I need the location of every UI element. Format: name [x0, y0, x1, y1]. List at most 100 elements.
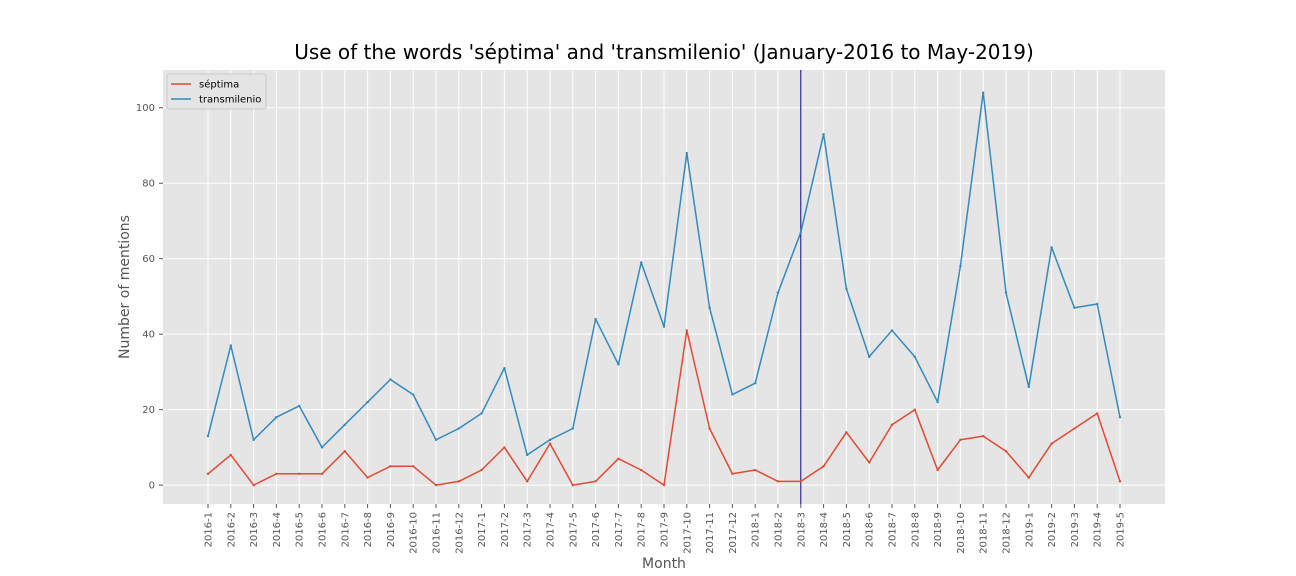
data-point — [1118, 480, 1122, 483]
data-point — [1027, 476, 1031, 479]
data-point — [708, 427, 711, 430]
x-tick-label: 2017-8 — [637, 512, 648, 547]
y-tick-label: 20 — [142, 405, 155, 416]
data-point — [320, 446, 324, 449]
data-point — [617, 363, 620, 366]
x-tick-label: 2018-7 — [888, 512, 899, 547]
data-point — [1073, 306, 1076, 309]
x-tick-label: 2018-12 — [1002, 512, 1013, 554]
x-tick-label: 2017-6 — [591, 512, 602, 547]
x-tick-label: 2019-4 — [1093, 512, 1104, 547]
x-tick-label: 2019-5 — [1116, 512, 1127, 547]
data-point — [457, 427, 460, 430]
data-point — [1004, 449, 1008, 453]
data-point — [548, 442, 552, 445]
x-tick-label: 2016-7 — [340, 512, 351, 547]
x-tick-label: 2016-2 — [226, 512, 237, 547]
data-point — [526, 453, 529, 457]
x-tick-label: 2017-2 — [500, 512, 511, 547]
data-point — [1096, 412, 1099, 415]
data-point — [799, 480, 802, 483]
y-tick-label: 40 — [142, 330, 155, 341]
data-point — [275, 472, 278, 476]
x-tick-label: 2016-5 — [295, 512, 306, 547]
x-tick-label: 2017-7 — [614, 512, 625, 547]
data-point — [1050, 442, 1053, 445]
data-point — [343, 449, 346, 453]
data-point — [1118, 416, 1122, 419]
x-tick-label: 2018-10 — [956, 512, 967, 554]
y-axis-ticks: 0 20 40 60 80 100 — [136, 103, 163, 492]
x-tick-label: 2019-3 — [1070, 512, 1081, 547]
data-point — [731, 393, 734, 396]
x-tick-label: 2016-12 — [454, 512, 465, 554]
x-tick-label: 2018-4 — [819, 512, 830, 547]
data-point — [366, 400, 369, 404]
data-point — [754, 468, 757, 472]
data-point — [822, 465, 825, 468]
data-point — [298, 472, 301, 476]
data-point — [890, 423, 894, 426]
data-point — [389, 465, 392, 468]
x-tick-label: 2017-1 — [477, 512, 488, 547]
data-point — [982, 434, 985, 438]
data-point — [662, 483, 666, 487]
x-tick-label: 2019-1 — [1024, 512, 1035, 547]
x-tick-label: 2017-5 — [568, 512, 579, 547]
data-point — [845, 431, 848, 434]
data-point — [776, 480, 780, 483]
data-point — [1096, 302, 1099, 306]
x-tick-label: 2018-5 — [842, 512, 853, 547]
y-tick-label: 0 — [149, 481, 155, 492]
legend-label: transmilenio — [199, 95, 261, 106]
data-point — [936, 468, 939, 472]
data-point — [845, 287, 848, 291]
x-axis-title: Month — [642, 556, 686, 572]
data-point — [503, 446, 506, 449]
data-point — [594, 317, 597, 321]
data-point — [298, 404, 301, 408]
x-tick-label: 2019-2 — [1047, 512, 1058, 547]
data-point — [229, 344, 232, 347]
x-tick-label: 2018-6 — [865, 512, 876, 547]
data-point — [890, 329, 894, 332]
data-point — [343, 423, 346, 426]
data-point — [959, 438, 962, 442]
data-point — [685, 329, 688, 332]
data-point — [913, 408, 916, 411]
data-point — [640, 468, 643, 472]
data-point — [480, 468, 483, 472]
data-point — [434, 438, 438, 442]
data-point — [229, 453, 232, 457]
y-tick-label: 100 — [136, 103, 155, 114]
x-tick-label: 2016-1 — [204, 512, 215, 547]
data-point — [275, 416, 278, 419]
data-point — [366, 476, 369, 479]
data-point — [776, 291, 780, 294]
data-point — [617, 457, 620, 460]
data-point — [526, 480, 529, 483]
series-group — [206, 91, 1122, 487]
data-point — [685, 151, 688, 155]
data-point — [868, 461, 871, 464]
x-tick-label: 2017-12 — [728, 512, 739, 554]
data-point — [640, 261, 643, 264]
data-point — [480, 412, 483, 415]
y-tick-label: 80 — [142, 179, 155, 190]
data-point — [936, 400, 939, 404]
x-tick-label: 2018-9 — [933, 512, 944, 547]
x-tick-label: 2017-11 — [705, 512, 716, 554]
data-point — [959, 265, 962, 268]
data-point — [1004, 291, 1008, 294]
data-point — [412, 465, 415, 468]
data-point — [982, 91, 985, 94]
legend-label: séptima — [199, 79, 239, 91]
data-point — [571, 427, 574, 430]
data-point — [1050, 246, 1053, 249]
x-tick-label: 2016-4 — [272, 512, 283, 547]
x-tick-label: 2016-10 — [409, 512, 420, 554]
data-point — [503, 366, 506, 370]
x-tick-label: 2016-3 — [249, 512, 260, 547]
data-point — [434, 483, 438, 487]
data-point — [662, 325, 666, 328]
